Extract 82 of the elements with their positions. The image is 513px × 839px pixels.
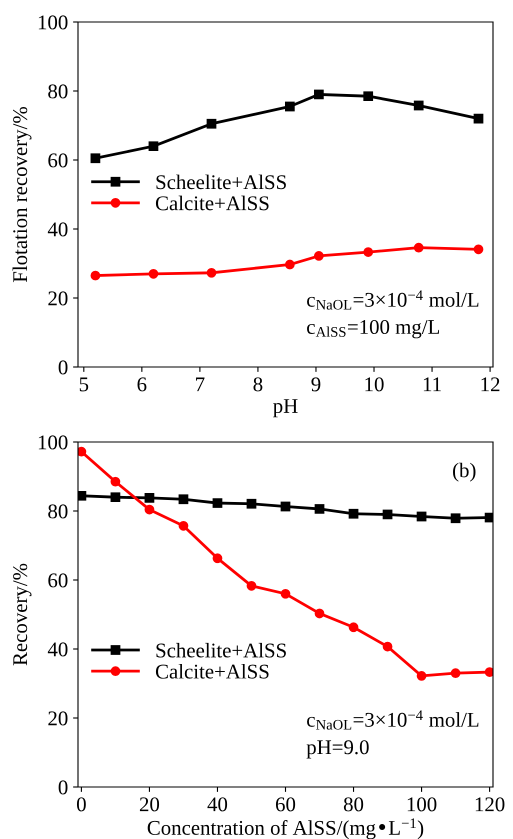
annotation: pH=9.0 bbox=[306, 740, 369, 758]
x-tick-label: 80 bbox=[344, 797, 364, 812]
y-tick-label: 0 bbox=[58, 780, 68, 794]
x-tick-label: 0 bbox=[76, 797, 86, 812]
legend-label: Calcite+AlSS bbox=[156, 196, 269, 210]
y-axis-title: Recovery/% bbox=[13, 564, 32, 666]
y-tick-label: 80 bbox=[48, 504, 68, 518]
point bbox=[450, 668, 460, 678]
point bbox=[314, 608, 324, 618]
annotation: c$_{NaOL}$=3×10$^{−4}$ mol/L bbox=[307, 710, 478, 730]
point bbox=[178, 520, 188, 531]
point bbox=[314, 251, 324, 261]
point bbox=[414, 242, 424, 252]
point bbox=[414, 100, 424, 110]
point bbox=[450, 513, 460, 524]
point bbox=[212, 498, 222, 508]
x-tick-label: 7 bbox=[196, 378, 204, 392]
point bbox=[280, 588, 290, 599]
y-tick-label: 20 bbox=[48, 711, 68, 726]
point bbox=[212, 553, 222, 564]
point bbox=[206, 118, 216, 129]
x-tick-label: 11 bbox=[424, 377, 441, 392]
point bbox=[90, 270, 100, 280]
y-tick-label: 60 bbox=[48, 153, 68, 168]
x-tick-label: 8 bbox=[254, 377, 262, 392]
point bbox=[382, 642, 392, 652]
point bbox=[474, 114, 484, 124]
x-axis-title: Concentration of AlSS/(mg•L$^{−1}$) bbox=[148, 818, 424, 839]
point bbox=[416, 512, 426, 522]
point bbox=[78, 446, 86, 457]
y-tick-label: 100 bbox=[38, 435, 68, 450]
point bbox=[314, 90, 324, 100]
point bbox=[78, 490, 86, 501]
x-tick-label: 100 bbox=[408, 797, 436, 812]
point bbox=[284, 260, 295, 270]
point bbox=[416, 671, 426, 681]
point bbox=[484, 512, 493, 522]
point bbox=[148, 141, 158, 152]
y-tick-label: 40 bbox=[48, 642, 68, 656]
x-tick-label: 5 bbox=[80, 378, 88, 392]
y-tick-label: 80 bbox=[48, 84, 68, 98]
point bbox=[110, 492, 120, 502]
legend-label: Scheelite+AlSS bbox=[156, 642, 286, 658]
point bbox=[280, 502, 290, 512]
legend-label: Calcite+AlSS bbox=[156, 664, 269, 679]
point bbox=[474, 244, 484, 254]
point bbox=[178, 494, 188, 504]
x-tick-label: 12 bbox=[482, 377, 500, 392]
annotation: (b) bbox=[453, 462, 476, 482]
point bbox=[363, 247, 374, 257]
point bbox=[206, 268, 216, 278]
x-tick-label: 120 bbox=[476, 797, 504, 812]
x-tick-label: 10 bbox=[365, 377, 384, 392]
point bbox=[110, 476, 120, 487]
point bbox=[284, 102, 295, 112]
x-tick-label: 6 bbox=[138, 377, 146, 392]
point bbox=[144, 493, 154, 503]
x-tick-label: 40 bbox=[207, 797, 228, 812]
point bbox=[484, 667, 493, 677]
annotation: c$_{AlSS}$=100 mg/L bbox=[307, 320, 440, 338]
y-tick-label: 20 bbox=[48, 291, 68, 306]
point bbox=[144, 504, 154, 514]
x-tick-label: 20 bbox=[140, 797, 160, 812]
point bbox=[348, 622, 358, 632]
y-tick-label: 0 bbox=[58, 360, 68, 374]
x-tick-label: 9 bbox=[311, 377, 320, 392]
y-tick-label: 40 bbox=[48, 222, 68, 236]
legend-label: Scheelite+AlSS bbox=[156, 174, 286, 190]
annotation: c$_{NaOL}$=3×10$^{−4}$ mol/L bbox=[307, 290, 478, 310]
y-tick-label: 60 bbox=[48, 573, 68, 588]
point bbox=[246, 581, 256, 591]
y-axis-title: Flotation recovery/% bbox=[12, 106, 32, 282]
point bbox=[363, 91, 374, 102]
point bbox=[90, 153, 100, 164]
point bbox=[246, 498, 256, 509]
y-tick-label: 100 bbox=[38, 15, 68, 30]
x-axis-title: pH bbox=[273, 399, 298, 418]
point bbox=[382, 510, 392, 520]
x-tick-label: 60 bbox=[276, 797, 296, 812]
point bbox=[148, 268, 158, 279]
point bbox=[348, 508, 358, 519]
point bbox=[314, 504, 324, 514]
